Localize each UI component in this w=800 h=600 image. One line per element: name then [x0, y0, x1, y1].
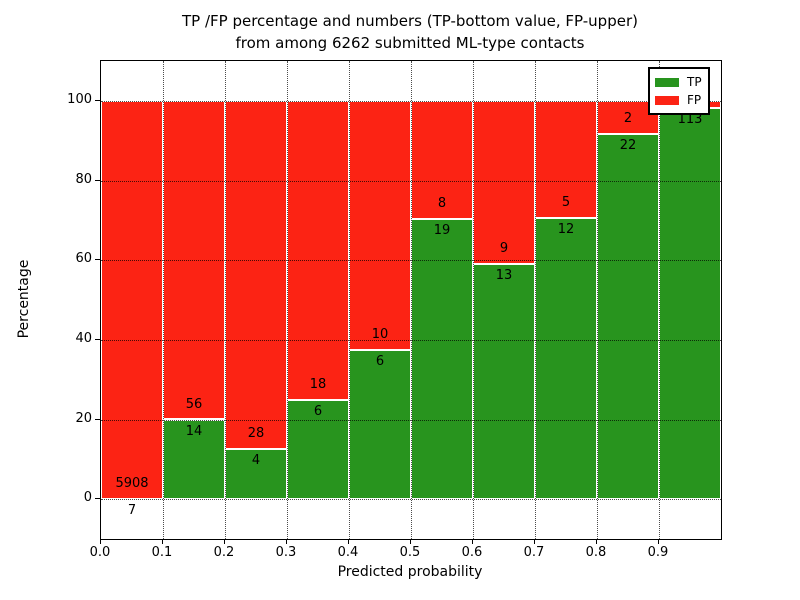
bar-fp-segment — [411, 100, 473, 219]
vertical-gridline — [287, 61, 288, 539]
bar-fp-segment — [287, 100, 349, 400]
y-tick-label: 0 — [83, 490, 92, 506]
bar-tp-count-label: 4 — [251, 453, 261, 469]
bar-tp-count-label: 12 — [557, 221, 575, 237]
vertical-gridline — [411, 61, 412, 539]
y-tick-mark — [95, 259, 100, 261]
bar-fp-count-label: 56 — [185, 396, 203, 412]
x-tick-mark — [658, 539, 659, 544]
y-tick-mark — [95, 99, 100, 101]
bar-tp-count-label: 7 — [127, 502, 137, 518]
legend-label-tp: TP — [687, 75, 702, 89]
y-tick-label: 100 — [67, 91, 92, 107]
x-tick-mark — [348, 539, 349, 544]
vertical-gridline — [597, 61, 598, 539]
x-tick-mark — [472, 539, 473, 544]
bar-fp-segment — [473, 100, 535, 264]
bar-fp-count-label: 8 — [437, 195, 447, 211]
x-tick-label: 0.4 — [337, 545, 359, 560]
bar-tp-segment — [597, 134, 659, 500]
x-tick-mark — [534, 539, 535, 544]
bar-fp-segment — [101, 100, 163, 499]
x-tick-label: 0.2 — [213, 545, 235, 560]
bar-fp-count-label: 28 — [247, 426, 265, 442]
bar-tp-segment — [225, 449, 287, 500]
vertical-gridline — [349, 61, 350, 539]
bar-fp-segment — [535, 100, 597, 218]
plot-area: 5908 7 56 14 28 4 18 6 10 6 8 19 9 13 5 12 2 22 113 — [100, 60, 722, 540]
x-tick-label: 0.8 — [585, 545, 607, 560]
y-tick-mark — [95, 338, 100, 340]
y-tick-label: 60 — [75, 251, 92, 267]
x-tick-label: 0.0 — [89, 545, 111, 560]
y-tick-mark — [95, 179, 100, 181]
x-tick-label: 0.7 — [523, 545, 545, 560]
x-tick-label: 0.6 — [461, 545, 483, 560]
bar-tp-count-label: 19 — [433, 222, 451, 238]
vertical-gridline — [659, 61, 660, 539]
legend-label-fp: FP — [687, 93, 702, 107]
x-tick-label: 0.9 — [647, 545, 669, 560]
y-tick-label: 80 — [75, 171, 92, 187]
y-axis-label: Percentage — [16, 259, 32, 339]
vertical-gridline — [163, 61, 164, 539]
bar-tp-count-label: 113 — [677, 111, 703, 127]
x-tick-mark — [224, 539, 225, 544]
x-tick-mark — [596, 539, 597, 544]
legend: TP FP — [648, 67, 710, 115]
x-tick-mark — [410, 539, 411, 544]
x-axis-label: Predicted probability — [337, 564, 483, 580]
vertical-gridline — [225, 61, 226, 539]
bar-tp-segment — [659, 107, 721, 500]
bar-tp-count-label: 6 — [313, 403, 323, 419]
bar-tp-count-label: 22 — [619, 138, 637, 153]
x-tick-mark — [162, 539, 163, 544]
bar-tp-segment — [473, 263, 535, 500]
bar-tp-segment — [287, 399, 349, 500]
y-tick-label: 20 — [75, 410, 92, 426]
legend-item-tp: TP — [655, 73, 702, 91]
y-tick-mark — [95, 498, 100, 500]
bar-tp-segment — [349, 349, 411, 500]
y-tick-mark — [95, 418, 100, 420]
bar-fp-count-label: 5908 — [115, 475, 149, 491]
bar-tp-count-label: 6 — [375, 353, 385, 369]
vertical-gridline — [535, 61, 536, 539]
x-tick-label: 0.3 — [275, 545, 297, 560]
vertical-gridline — [473, 61, 474, 539]
chart-title-line-2: from among 6262 submitted ML-type contac… — [235, 34, 585, 52]
x-tick-mark — [286, 539, 287, 544]
bar-fp-count-label: 10 — [371, 326, 389, 342]
bar-fp-count-label: 18 — [309, 376, 327, 392]
chart-title-line-1: TP /FP percentage and numbers (TP-bottom… — [182, 12, 638, 30]
bar-fp-segment — [225, 100, 287, 450]
bar-fp-count-label: 5 — [561, 194, 571, 210]
bar-fp-count-label: 9 — [499, 240, 509, 256]
chart-title: TP /FP percentage and numbers (TP-bottom… — [100, 10, 720, 54]
x-tick-label: 0.5 — [399, 545, 421, 560]
tp-color-swatch — [655, 77, 679, 87]
bar-tp-count-label: 13 — [495, 267, 513, 283]
bar-fp-count-label: 2 — [623, 111, 633, 126]
legend-item-fp: FP — [655, 91, 702, 109]
fp-color-swatch — [655, 95, 679, 105]
bar-tp-segment — [535, 217, 597, 500]
y-tick-label: 40 — [75, 330, 92, 346]
x-tick-label: 0.1 — [151, 545, 173, 560]
bar-fp-segment — [349, 100, 411, 350]
x-tick-mark — [100, 539, 101, 544]
bar-tp-count-label: 14 — [185, 423, 203, 439]
